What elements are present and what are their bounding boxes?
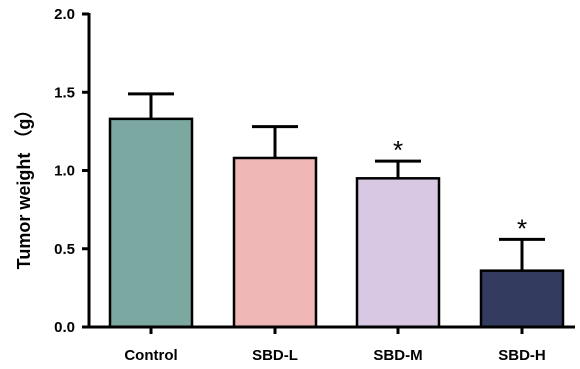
- significance-asterisk: *: [393, 135, 403, 165]
- bar-control: [108, 117, 194, 329]
- significance-layer: **: [393, 135, 527, 243]
- y-tick-label: 0.5: [54, 241, 75, 258]
- x-category-label: SBD-H: [498, 347, 546, 364]
- x-categories-layer: Control SBD-L SBD-M SBD-H: [124, 327, 546, 364]
- bars-layer: [108, 117, 565, 329]
- x-category-label: SBD-M: [373, 347, 422, 364]
- y-ticks-layer: 0.0 0.5 1.0 1.5 2.0: [54, 6, 89, 336]
- x-category-label: Control: [124, 347, 177, 364]
- y-tick-label: 1.5: [54, 84, 75, 101]
- y-tick-label: 1.0: [54, 163, 75, 180]
- x-category-label: SBD-L: [252, 347, 298, 364]
- significance-asterisk: *: [517, 213, 527, 243]
- bar-sbd-m: [355, 177, 441, 329]
- y-axis-title: Tumor weight （g）: [14, 101, 34, 270]
- bar-sbd-l: [232, 156, 318, 329]
- y-tick-label: 2.0: [54, 6, 75, 23]
- y-tick-label: 0.0: [54, 319, 75, 336]
- bar-sbd-h: [479, 269, 565, 329]
- error-bars-layer: [128, 92, 545, 271]
